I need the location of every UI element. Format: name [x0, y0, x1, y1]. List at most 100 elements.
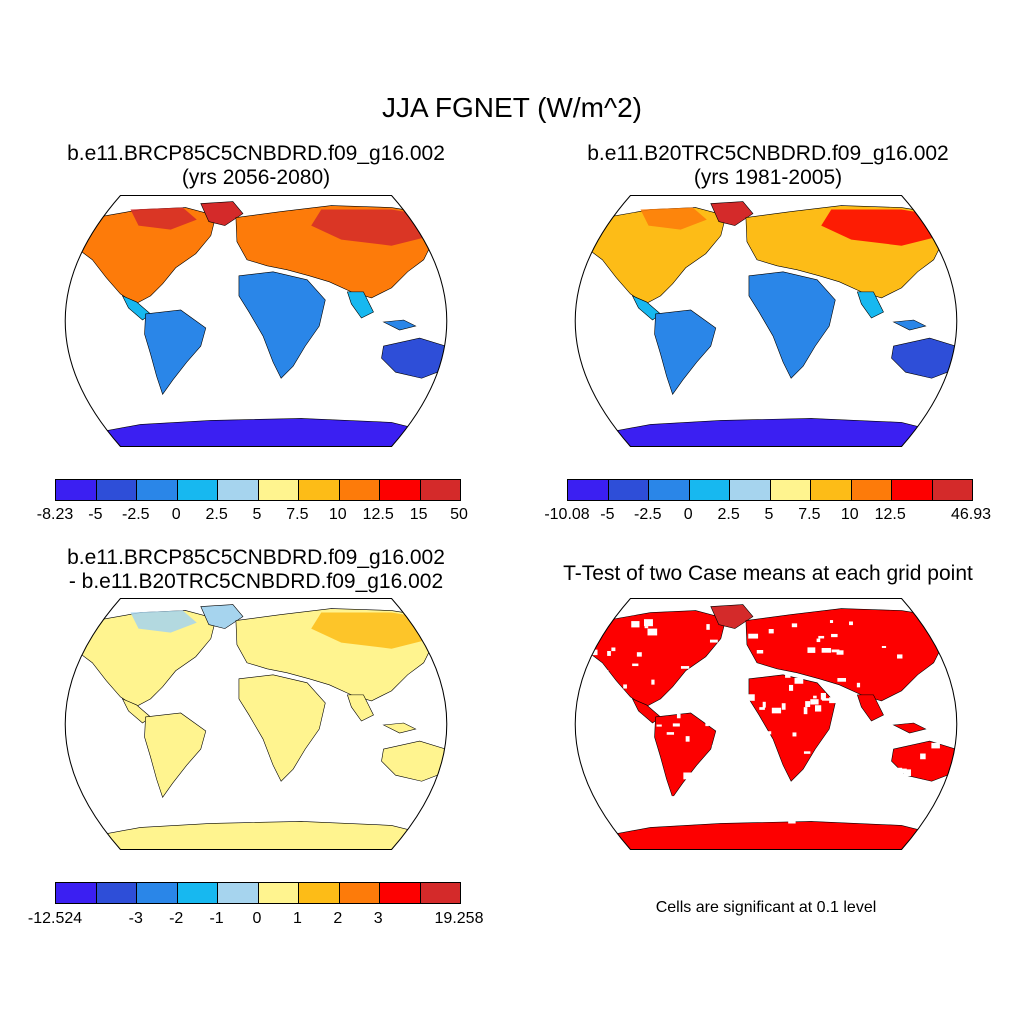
non-significant-cell [770, 759, 779, 767]
colorbar-tick-label: 2.5 [717, 506, 740, 523]
non-significant-cell [747, 786, 754, 792]
landmass-au [381, 337, 447, 379]
panel-2-title: b.e11.B20TRC5CNBDRD.f09_g16.002 (yrs 198… [518, 142, 1018, 190]
colorbar-tick-label: 50 [450, 506, 468, 523]
non-significant-cell [947, 740, 953, 745]
non-significant-cell [837, 678, 847, 682]
panel-3-title: b.e11.BRCP85C5CNBDRD.f09_g16.002 - b.e11… [6, 546, 506, 594]
non-significant-cell [748, 633, 759, 639]
non-significant-cell [672, 723, 680, 727]
colorbar-tick-label: 12.5 [362, 506, 394, 523]
colorbar-swatch [56, 883, 97, 903]
colorbar-swatch [299, 480, 340, 500]
colorbar-swatch [380, 883, 421, 903]
panel-4-map [574, 598, 958, 850]
non-significant-cell [918, 808, 925, 816]
non-significant-cell [656, 724, 662, 727]
non-significant-cell [931, 742, 940, 749]
non-significant-cell [682, 810, 686, 815]
colorbar-swatch [218, 883, 259, 903]
non-significant-cell [680, 666, 690, 669]
non-significant-cell [781, 807, 786, 812]
non-significant-cell [725, 636, 732, 640]
non-significant-cell [754, 793, 762, 799]
landmass-af [748, 271, 836, 379]
non-significant-cell [785, 785, 795, 789]
landmass-ea-high [311, 612, 440, 649]
non-significant-cell [709, 639, 718, 643]
non-significant-cell [683, 772, 693, 780]
landmass-id [382, 722, 417, 734]
colorbar-swatch [177, 480, 218, 500]
non-significant-cell [832, 718, 843, 725]
non-significant-cell [734, 663, 741, 666]
non-significant-cell [898, 768, 907, 774]
non-significant-cell [942, 679, 952, 685]
non-significant-cell [757, 669, 767, 673]
non-significant-cell [822, 698, 831, 701]
non-significant-cell [814, 705, 822, 712]
colorbar-swatch [56, 480, 97, 500]
non-significant-cell [832, 793, 837, 800]
landmass-au [891, 337, 957, 379]
panel-4-land [575, 604, 957, 850]
non-significant-cell [611, 647, 616, 652]
colorbar-swatch [96, 883, 137, 903]
non-significant-cell [886, 701, 891, 705]
non-significant-cell [755, 812, 765, 817]
non-significant-cell [600, 692, 607, 700]
non-significant-cell [771, 707, 782, 714]
landmass-na-high [130, 207, 197, 230]
non-significant-cell [644, 619, 653, 627]
non-significant-cell [946, 721, 950, 726]
colorbar-tick-label: 0 [683, 506, 693, 523]
non-significant-cell [788, 684, 794, 691]
non-significant-cell [596, 776, 607, 780]
colorbar-swatch [137, 883, 178, 903]
panel-2-colorbar-labels: -10.08 -5 -2.5 0 2.5 5 7.5 10 12.5 46.93 [544, 506, 991, 526]
panel-3-title-line1: b.e11.BRCP85C5CNBDRD.f09_g16.002 [67, 546, 445, 569]
colorbar-tick-label: 0 [171, 506, 181, 523]
main-title: JJA FGNET (W/m^2) [382, 92, 642, 123]
colorbar-swatch [339, 883, 380, 903]
non-significant-cell [636, 652, 642, 657]
colorbar-swatch [137, 480, 178, 500]
colorbar-swatch [649, 480, 690, 500]
colorbar-tick-label: 3 [373, 910, 383, 927]
non-significant-cell [685, 689, 691, 693]
non-significant-cell [816, 638, 821, 643]
non-significant-cell [942, 618, 948, 623]
colorbar-tick-label: -2.5 [634, 506, 662, 523]
non-significant-cell [836, 650, 844, 655]
non-significant-cell [711, 759, 719, 766]
colorbar-tick-label: 0 [252, 910, 262, 927]
non-significant-cell [731, 675, 735, 680]
non-significant-cell [754, 729, 764, 733]
colorbar-tick-label: 10 [328, 506, 347, 523]
non-significant-cell [696, 800, 705, 805]
panel-2-map [574, 195, 958, 447]
colorbar-swatch [420, 480, 460, 500]
landmass-ea [745, 608, 957, 702]
non-significant-cell [632, 663, 639, 667]
non-significant-cell [751, 792, 759, 795]
landmass-ea-high [821, 209, 950, 246]
panel-4-title-line1: T-Test of two Case means at each grid po… [563, 562, 973, 585]
panel-1-title: b.e11.BRCP85C5CNBDRD.f09_g16.002 (yrs 20… [6, 142, 506, 190]
colorbar-tick-label: -2.5 [122, 506, 150, 523]
non-significant-cell [631, 621, 640, 628]
non-significant-cell [781, 703, 786, 710]
landmass-id [382, 319, 417, 331]
non-significant-cell [752, 766, 758, 774]
non-significant-cell [650, 750, 656, 757]
landmass-id [892, 319, 927, 331]
non-significant-cell [711, 745, 716, 750]
colorbar-tick-label: -12.524 [27, 910, 83, 927]
non-significant-cell [803, 707, 808, 715]
non-significant-cell [645, 778, 653, 784]
non-significant-cell [609, 795, 614, 798]
colorbar-swatch [299, 883, 340, 903]
panel-3-map [64, 598, 448, 850]
non-significant-cell [581, 815, 590, 819]
non-significant-cell [724, 803, 733, 811]
